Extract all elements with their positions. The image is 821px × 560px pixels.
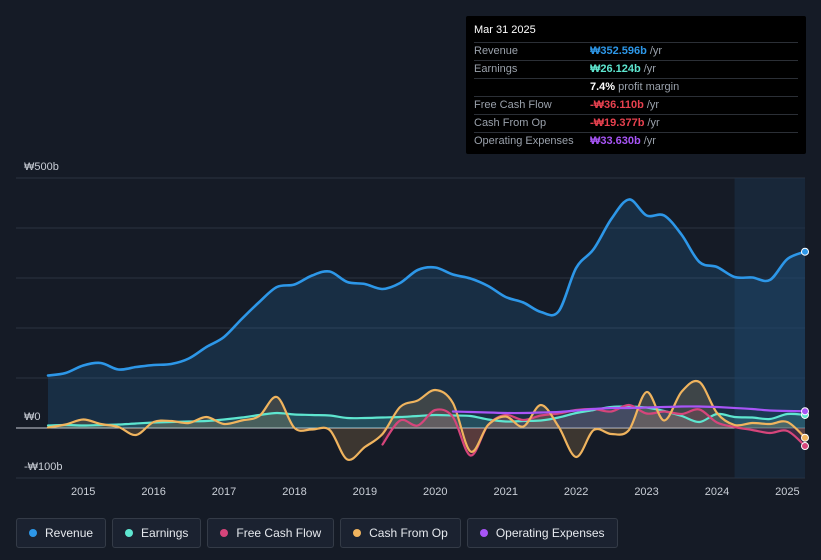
legend-dot-icon [125, 529, 134, 537]
tooltip-value: -₩36.110b [590, 99, 644, 111]
series-lines [46, 198, 807, 462]
x-axis-labels: 2015 2016 2017 2018 2019 2020 2021 2022 2023 2024… [71, 486, 800, 498]
legend-label: Cash From Op [369, 526, 448, 540]
legend-item-earnings[interactable]: Earnings [112, 518, 202, 548]
tooltip-row: Operating Expenses ₩33.630b/yr [474, 132, 798, 150]
tooltip-label: Earnings [474, 63, 518, 75]
tooltip-row: Earnings ₩26.124b/yr [474, 60, 798, 78]
x-tick-label: 2018 [282, 486, 306, 498]
tooltip-unit: /yr [643, 63, 656, 75]
tooltip-label: Operating Expenses [474, 135, 574, 147]
chart-legend: Revenue Earnings Free Cash Flow Cash From O… [16, 518, 618, 548]
tooltip-unit: /yr [647, 117, 660, 129]
legend-label: Revenue [45, 526, 94, 540]
cash-from-op-end-marker [801, 433, 809, 442]
revenue-area [48, 199, 805, 428]
tooltip-label: Free Cash Flow [474, 99, 552, 111]
tooltip-row: Free Cash Flow -₩36.110b/yr [474, 96, 798, 114]
tooltip-row: Revenue ₩352.596b/yr [474, 42, 798, 60]
legend-item-revenue[interactable]: Revenue [16, 518, 107, 548]
legend-dot-icon [220, 529, 229, 537]
tooltip-unit: /yr [649, 45, 663, 57]
free-cash-flow-end-marker [801, 442, 809, 451]
x-tick-label: 2023 [634, 486, 658, 498]
tooltip-label: Revenue [474, 45, 519, 57]
tooltip-unit: /yr [643, 135, 656, 147]
tooltip-value: -₩19.377b [590, 117, 645, 129]
legend-dot-icon [479, 529, 488, 537]
legend-item-operating-expenses[interactable]: Operating Expenses [466, 518, 618, 548]
tooltip-value: ₩352.596b [590, 45, 647, 57]
x-tick-label: 2016 [141, 486, 165, 498]
tooltip-value: ₩33.630b [590, 135, 641, 147]
x-tick-label: 2019 [353, 486, 377, 498]
x-tick-label: 2020 [423, 486, 447, 498]
cash-from-op-area [48, 380, 805, 460]
legend-label: Free Cash Flow [236, 526, 322, 540]
free-cash-flow-area [382, 404, 805, 456]
revenue-line [46, 198, 807, 377]
tooltip-label [474, 79, 590, 96]
tooltip-row: Cash From Op -₩19.377b/yr [474, 114, 798, 132]
y-axis-labels: ₩500b ₩0 -₩100b [24, 161, 63, 473]
tooltip-row: 7.4% profit margin [474, 78, 798, 96]
x-tick-label: 2017 [212, 486, 236, 498]
legend-item-cash-from-op[interactable]: Cash From Op [340, 518, 461, 548]
tooltip-unit: /yr [646, 99, 660, 111]
tooltip-date: Mar 31 2025 [474, 24, 536, 36]
x-tick-label: 2021 [493, 486, 517, 498]
x-tick-label: 2022 [564, 486, 588, 498]
series-end-markers [801, 247, 809, 451]
data-tooltip: Mar 31 2025 Revenue ₩352.596b/yr Earnings ₩… [466, 16, 806, 154]
legend-dot-icon [353, 529, 362, 537]
y-tick-label: -₩100b [24, 461, 63, 473]
x-tick-label: 2024 [705, 486, 729, 498]
tooltip-unit: profit margin [618, 81, 680, 93]
y-tick-label: ₩0 [24, 411, 41, 423]
legend-dot-icon [29, 529, 37, 537]
x-tick-label: 2015 [71, 486, 95, 498]
cash-from-op-line [46, 379, 807, 462]
x-tick-label: 2025 [775, 486, 799, 498]
tooltip-value: 7.4% [590, 81, 616, 93]
tooltip-rows: Revenue ₩352.596b/yr Earnings ₩26.124b/yr 7.… [474, 42, 798, 150]
y-tick-label: ₩500b [24, 161, 59, 173]
tooltip-value: ₩26.124b [590, 63, 641, 75]
revenue-end-marker [801, 247, 809, 256]
operating-expenses-end-marker [801, 407, 809, 416]
legend-label: Earnings [141, 526, 189, 540]
tooltip-label: Cash From Op [474, 117, 547, 129]
legend-item-free-cash-flow[interactable]: Free Cash Flow [207, 518, 335, 548]
legend-label: Operating Expenses [495, 526, 605, 540]
chart-area: ₩500b₩0-₩100b 2015 2016 2017 2018 2019 2020 20… [16, 161, 809, 498]
operating-expenses-line [451, 405, 807, 415]
